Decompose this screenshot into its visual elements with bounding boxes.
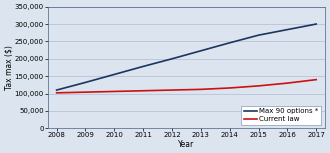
Y-axis label: Tax max ($): Tax max ($) bbox=[4, 45, 13, 90]
Current law bbox=[83, 91, 87, 93]
Max 90 options * bbox=[228, 42, 232, 44]
Max 90 options * bbox=[285, 29, 289, 30]
Current law bbox=[228, 87, 232, 89]
Max 90 options * bbox=[314, 23, 318, 25]
Max 90 options * bbox=[83, 82, 87, 83]
X-axis label: Year: Year bbox=[178, 140, 195, 149]
Current law bbox=[285, 82, 289, 84]
Current law bbox=[314, 79, 318, 80]
Current law bbox=[141, 90, 145, 92]
Current law bbox=[256, 85, 260, 87]
Max 90 options * bbox=[141, 65, 145, 67]
Max 90 options * bbox=[256, 34, 260, 36]
Max 90 options * bbox=[112, 73, 116, 75]
Current law bbox=[170, 89, 174, 91]
Max 90 options * bbox=[170, 58, 174, 60]
Current law bbox=[55, 92, 59, 94]
Current law bbox=[112, 91, 116, 92]
Line: Max 90 options *: Max 90 options * bbox=[57, 24, 316, 90]
Legend: Max 90 options *, Current law: Max 90 options *, Current law bbox=[241, 106, 321, 125]
Line: Current law: Current law bbox=[57, 80, 316, 93]
Max 90 options * bbox=[55, 89, 59, 91]
Max 90 options * bbox=[199, 50, 203, 52]
Current law bbox=[199, 88, 203, 90]
